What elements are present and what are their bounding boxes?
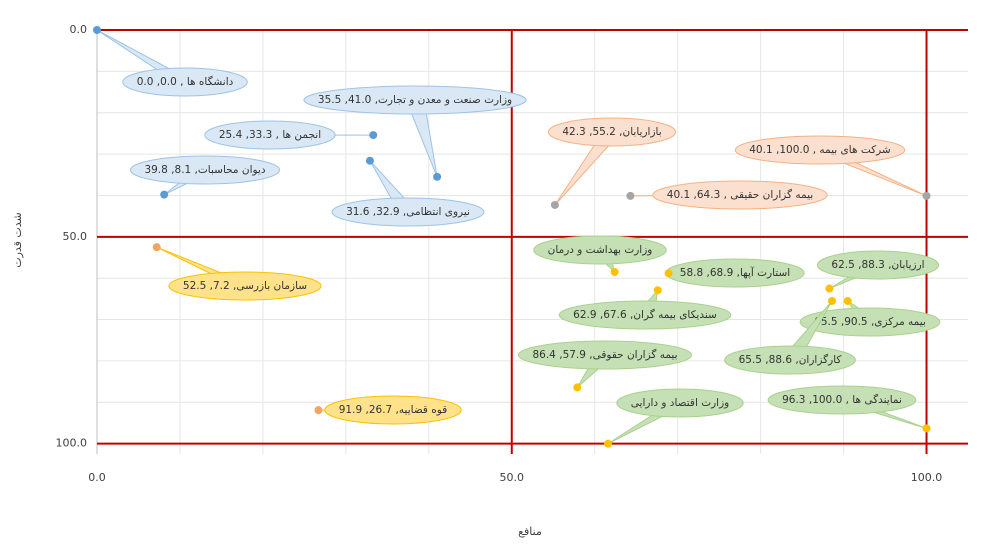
point [365,156,374,165]
callout-bubble [652,180,828,210]
callout-bubble [547,117,677,147]
data-callout: دانشگاه ها , 0.0, 0.0 [96,29,248,97]
point [573,383,582,392]
x-tick-label: 0.0 [88,471,106,484]
callout-bubble [734,135,906,165]
point [825,284,834,293]
point [603,439,612,448]
point [369,131,378,140]
data-label: بازاریابان, 55.2, 42.3 [562,126,661,138]
callout-bubble [799,307,941,337]
labels: دانشگاه ها , 0.0, 0.0 انجمن ها , 33.3, 25… [96,29,941,445]
data-callout: بیمه گزاران حقیقی , 64.3, 40.1 [630,180,828,210]
x-axis-title: منافع [518,525,542,538]
callout-bubble [517,340,693,370]
data-label: انجمن ها , 33.3, 25.4 [219,129,321,141]
data-label: بیمه گزاران حقیقی , 64.3, 40.1 [667,188,813,201]
callout-bubble [324,395,462,425]
callout-bubble [122,67,248,97]
callout-bubble [129,155,281,185]
point [653,286,662,295]
point [314,406,323,415]
point [626,191,635,200]
data-callout: ارزیابان, 88.3, 62.5 [816,250,940,289]
y-tick-label: 0.0 [70,23,88,36]
data-callout: نمایندگی ها , 100.0, 96.3 [767,385,927,429]
callout-bubble [533,235,667,265]
data-label: دانشگاه ها , 0.0, 0.0 [137,75,234,88]
data-label: ارزیابان, 88.3, 62.5 [831,259,924,271]
data-callout: سازمان بازرسی, 7.2, 52.5 [156,246,322,301]
y-tick-label: 100.0 [56,437,88,450]
point [827,296,836,305]
callout-bubble [724,345,856,375]
data-label: وزارت بهداشت و درمان [548,244,653,256]
x-tick-label: 100.0 [911,471,943,484]
y-tick-label: 50.0 [63,230,88,243]
callout-bubble [168,271,322,301]
data-callout: استارت آپها, 68.9, 58.8 [665,258,805,288]
data-label: بیمه مرکزی, 90.5, 65.5 [814,316,926,328]
data-label: وزارت اقتصاد و دارایی [631,397,729,409]
point [93,26,101,34]
callout-bubble [204,120,336,150]
callout-bubble [303,85,527,115]
data-callout: قوه قضاییه, 26.7, 91.9 [318,395,462,425]
y-axis-title: شدت قدرت [11,212,24,268]
data-label: شرکت های بیمه , 100.0, 40.1 [749,144,890,156]
data-label: نمایندگی ها , 100.0, 96.3 [782,393,902,406]
point [922,191,931,200]
data-label: بیمه گزاران حقوقی, 57.9, 86.4 [532,348,677,361]
data-callout: سندیکای بیمه گران, 67.6, 62.9 [558,288,732,330]
data-label: وزارت صنعت و معدن و تجارت, 41.0, 35.5 [318,94,512,106]
data-callout: بیمه گزاران حقوقی, 57.9, 86.4 [517,340,693,388]
data-label: کارگزاران, 88.6, 65.5 [739,353,842,366]
data-label: دیوان محاسبات, 8.1, 39.8 [144,164,265,176]
data-callout: دیوان محاسبات, 8.1, 39.8 [129,155,281,196]
data-callout: وزارت اقتصاد و دارایی [607,388,744,445]
point [433,172,442,181]
data-label: قوه قضاییه, 26.7, 91.9 [339,404,447,416]
point [664,269,673,278]
callout-bubble [616,388,744,418]
data-label: نیروی انتظامی, 32.9, 31.6 [346,206,470,218]
data-callout: نیروی انتظامی, 32.9, 31.6 [331,160,485,227]
data-callout: انجمن ها , 33.3, 25.4 [204,120,374,150]
data-callout: بازاریابان, 55.2, 42.3 [547,117,677,206]
callout-bubble [558,300,732,330]
data-label: سازمان بازرسی, 7.2, 52.5 [183,280,307,292]
data-callout: وزارت بهداشت و درمان [533,235,667,274]
point [152,243,161,252]
point [922,424,931,433]
point [610,267,619,276]
callout-bubble [816,250,940,280]
point [550,200,559,209]
data-label: استارت آپها, 68.9, 58.8 [680,266,790,279]
callout-bubble [331,197,485,227]
data-callout: کارگزاران, 88.6, 65.5 [724,300,856,375]
data-label: سندیکای بیمه گران, 67.6, 62.9 [573,308,717,321]
point [843,296,852,305]
data-callout: شرکت های بیمه , 100.0, 40.1 [734,135,927,197]
data-callout: بیمه مرکزی, 90.5, 65.5 [799,300,941,337]
data-callout: وزارت صنعت و معدن و تجارت, 41.0, 35.5 [303,85,527,178]
point [160,190,169,199]
x-tick-label: 50.0 [500,471,525,484]
callout-bubble [767,385,917,415]
points [93,26,931,448]
